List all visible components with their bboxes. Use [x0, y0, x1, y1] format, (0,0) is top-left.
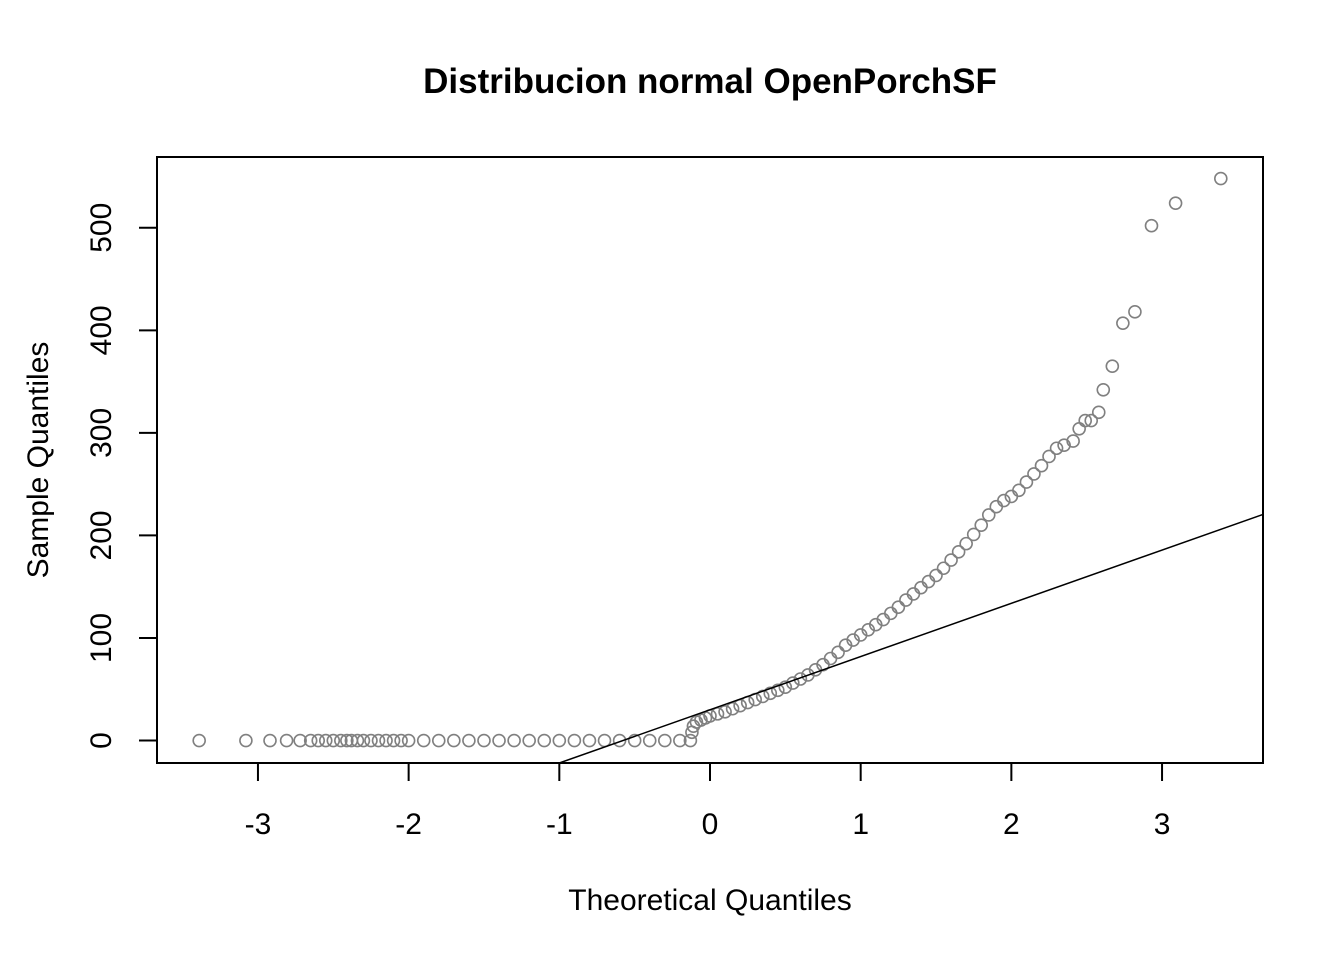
data-point	[431, 733, 446, 748]
data-point	[763, 686, 778, 701]
y-tick-label: 200	[85, 510, 118, 560]
x-tick-label: -2	[395, 808, 422, 841]
chart-title: Distribucion normal OpenPorchSF	[423, 62, 997, 101]
data-point	[293, 733, 307, 748]
data-point	[279, 733, 294, 748]
data-point	[552, 733, 567, 748]
data-point	[537, 733, 552, 748]
data-point	[966, 527, 981, 542]
data-point	[718, 705, 732, 719]
data-point	[507, 733, 521, 748]
y-axis-title: Sample Quantiles	[22, 342, 55, 579]
data-point	[311, 733, 326, 748]
data-point	[192, 733, 206, 748]
y-tick-label: 400	[85, 305, 118, 355]
data-point	[416, 733, 431, 748]
data-point	[1168, 196, 1183, 210]
x-tick-label: 3	[1154, 808, 1171, 841]
data-point	[642, 733, 657, 748]
reference-line	[559, 513, 1264, 764]
data-point	[326, 733, 341, 748]
data-point	[778, 680, 793, 695]
data-point	[386, 733, 401, 748]
data-point	[567, 733, 582, 748]
data-point	[340, 733, 354, 748]
data-point	[1084, 413, 1099, 428]
data-point	[936, 561, 951, 576]
data-point	[1057, 438, 1071, 452]
x-tick-label: 2	[1003, 808, 1020, 841]
points-layer	[192, 171, 1228, 748]
x-tick-label: 0	[702, 808, 719, 841]
data-point	[371, 733, 386, 748]
data-point	[1105, 359, 1120, 374]
data-point	[239, 733, 253, 748]
data-point	[1049, 441, 1064, 456]
data-point	[951, 545, 966, 559]
data-point	[477, 733, 491, 748]
x-tick-label: -3	[245, 808, 272, 841]
data-point	[974, 518, 989, 532]
data-point	[364, 733, 378, 748]
y-tick-label: 300	[85, 408, 118, 458]
data-point	[1128, 305, 1142, 319]
data-point	[1012, 483, 1026, 498]
x-tick-label: 1	[852, 808, 869, 841]
data-point	[582, 733, 597, 748]
data-point	[657, 733, 672, 748]
data-point	[1096, 382, 1111, 397]
y-tick-label: 0	[85, 732, 118, 749]
data-point	[1116, 316, 1130, 330]
x-axis: -3 -2 -1 0 1 2 3	[245, 762, 1171, 841]
data-point	[334, 733, 348, 748]
data-point	[447, 733, 461, 748]
data-point	[263, 733, 277, 748]
y-tick-label: 500	[85, 203, 118, 253]
data-point	[1078, 413, 1092, 428]
data-point	[1019, 475, 1034, 489]
data-point	[522, 733, 536, 748]
data-point	[612, 733, 627, 748]
data-point	[997, 493, 1011, 508]
data-point	[944, 553, 958, 567]
data-point	[356, 733, 371, 748]
y-axis: 0 100 200 300 400 500	[85, 203, 158, 749]
data-point	[1027, 467, 1041, 481]
data-point	[891, 600, 906, 615]
y-tick-label: 100	[85, 613, 118, 663]
data-point	[793, 672, 808, 686]
data-point	[959, 536, 973, 551]
data-point	[929, 568, 943, 583]
data-point	[1214, 171, 1228, 186]
data-point	[683, 733, 698, 748]
data-point	[1042, 449, 1056, 464]
data-point	[627, 733, 642, 748]
data-point	[462, 733, 476, 748]
data-point	[771, 683, 785, 698]
x-tick-label: -1	[546, 808, 573, 841]
data-point	[831, 645, 845, 660]
data-point	[401, 733, 416, 748]
data-point	[379, 733, 393, 748]
data-point	[318, 733, 333, 748]
data-point	[673, 733, 687, 748]
data-point	[1144, 218, 1159, 233]
data-point	[1066, 434, 1080, 448]
data-point	[303, 733, 318, 748]
data-point	[394, 733, 408, 748]
x-axis-title: Theoretical Quantiles	[568, 884, 851, 917]
data-point	[981, 508, 996, 522]
data-point	[492, 733, 506, 748]
data-point	[350, 733, 365, 748]
data-point	[1034, 458, 1049, 473]
data-point	[725, 701, 740, 716]
data-point	[1091, 405, 1106, 420]
